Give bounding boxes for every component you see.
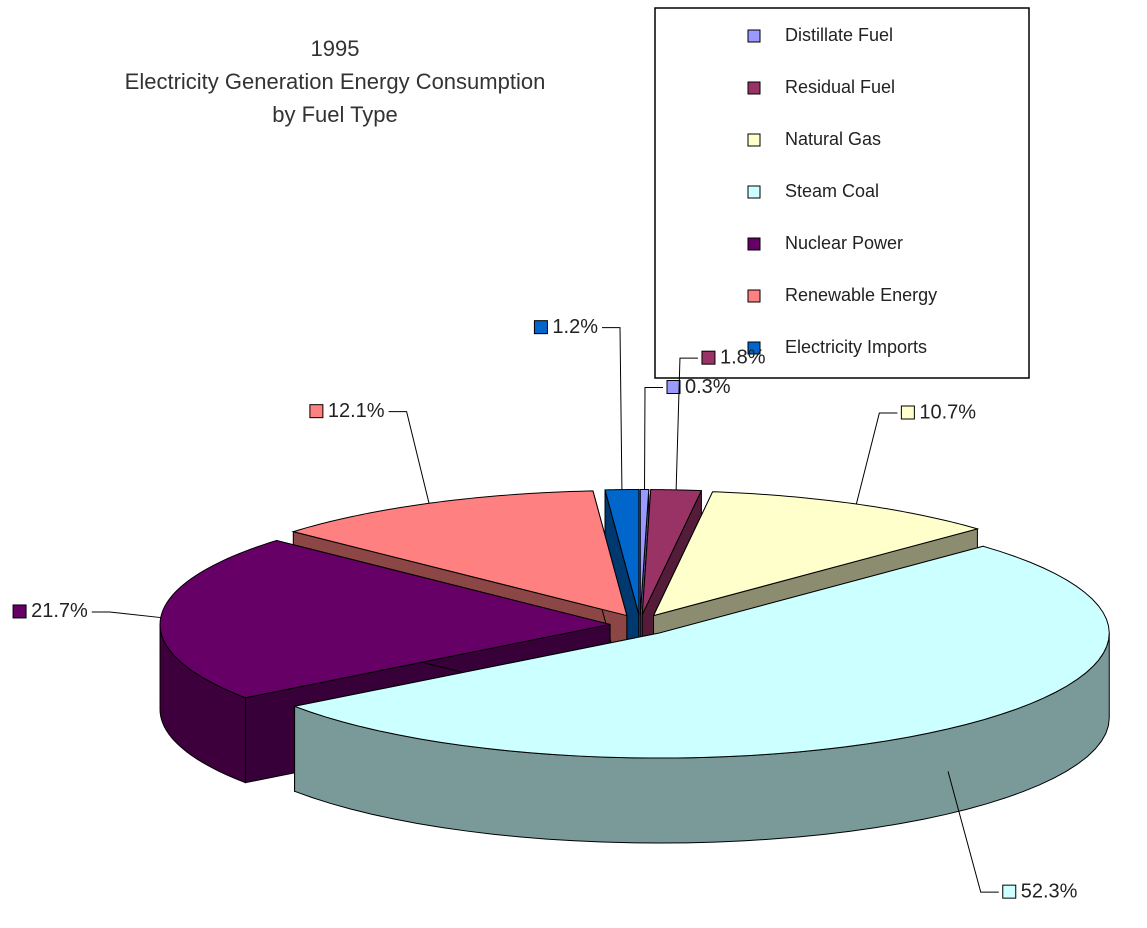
legend-box xyxy=(654,7,1030,379)
label-swatch xyxy=(533,320,548,335)
label-swatch xyxy=(1002,884,1017,899)
legend-label: Nuclear Power xyxy=(785,233,903,253)
slice xyxy=(639,489,650,615)
chart-title: 1995 xyxy=(311,36,360,61)
legend-label: Electricity Imports xyxy=(785,337,927,357)
leader-line xyxy=(91,611,161,619)
label-swatch xyxy=(666,380,681,395)
label-swatch xyxy=(12,604,27,619)
slice xyxy=(159,539,611,699)
leader-line xyxy=(602,327,623,490)
label-swatch xyxy=(309,404,324,419)
legend-swatch xyxy=(747,289,761,303)
data-label: 12.1% xyxy=(328,400,385,422)
legend-swatch xyxy=(747,133,761,147)
chart-title: by Fuel Type xyxy=(272,102,398,127)
data-label: 10.7% xyxy=(919,401,976,423)
data-label: 21.7% xyxy=(31,600,88,622)
data-label: 52.3% xyxy=(1021,880,1078,902)
leader-line xyxy=(644,387,663,490)
label-swatch xyxy=(900,405,915,420)
leader-line xyxy=(947,771,999,893)
data-label: 0.3% xyxy=(685,376,731,398)
legend-swatch xyxy=(747,185,761,199)
leader-line xyxy=(388,411,430,504)
data-label: 1.2% xyxy=(552,316,598,338)
legend-swatch xyxy=(747,29,761,43)
leader-line xyxy=(855,412,898,505)
legend-label: Natural Gas xyxy=(785,129,881,149)
legend-label: Residual Fuel xyxy=(785,77,895,97)
legend-label: Renewable Energy xyxy=(785,285,937,305)
legend-label: Steam Coal xyxy=(785,181,879,201)
leader-line xyxy=(675,357,698,490)
legend-swatch xyxy=(747,237,761,251)
data-label: 1.8% xyxy=(720,346,766,368)
slice xyxy=(292,545,1110,759)
label-swatch xyxy=(701,350,716,365)
legend-swatch xyxy=(747,341,761,355)
legend-swatch xyxy=(747,81,761,95)
pie xyxy=(159,489,1110,844)
chart-title: Electricity Generation Energy Consumptio… xyxy=(125,69,546,94)
legend-label: Distillate Fuel xyxy=(785,25,893,45)
